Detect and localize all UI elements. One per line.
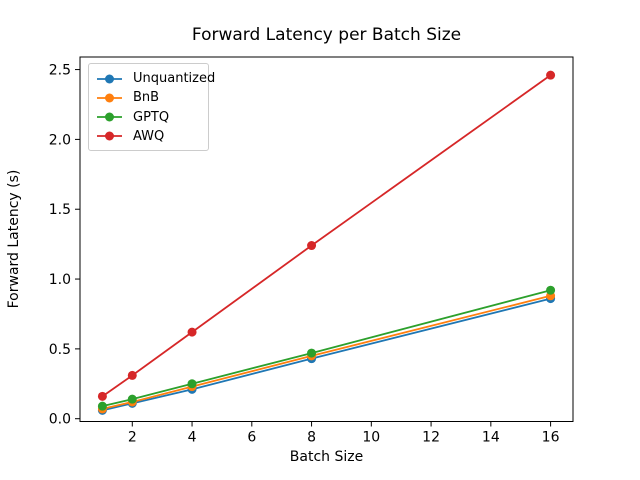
- legend-item-bnb: BnB: [96, 88, 204, 107]
- x-tick-label: 8: [307, 430, 316, 446]
- data-point-awq: [546, 70, 556, 80]
- data-point-gptq: [187, 379, 197, 389]
- y-tick-label: 2.5: [49, 63, 71, 79]
- x-tick-label: 12: [422, 430, 440, 446]
- legend-marker-awq: [97, 131, 122, 141]
- x-tick-label: 14: [482, 430, 500, 446]
- chart-title: Forward Latency per Batch Size: [191, 25, 462, 45]
- data-point-gptq: [546, 285, 556, 295]
- legend-item-unquantized: Unquantized: [96, 69, 215, 88]
- y-tick-label: 0.0: [49, 412, 71, 428]
- legend-item-awq: AWQ: [96, 127, 204, 146]
- series-line-bnb: [102, 294, 551, 410]
- legend-marker-gptq: [97, 112, 122, 122]
- x-tick-label: 10: [362, 430, 380, 446]
- data-point-awq: [187, 327, 197, 337]
- legend-label-gptq: GPTQ: [133, 109, 170, 125]
- legend-label-awq: AWQ: [133, 128, 165, 144]
- data-point-gptq: [127, 394, 137, 404]
- y-tick-label: 1.5: [49, 202, 71, 218]
- series-line-unquantized: [102, 297, 551, 412]
- data-point-awq: [307, 241, 317, 251]
- y-tick-label: 0.5: [49, 342, 71, 358]
- y-tick-label: 1.0: [49, 272, 71, 288]
- data-point-awq: [97, 391, 107, 401]
- axes-spines: [79, 56, 574, 422]
- data-point-gptq: [307, 348, 317, 358]
- x-tick-label: 16: [542, 430, 560, 446]
- legend-marker-bnb: [97, 93, 122, 103]
- x-tick-label: 2: [128, 430, 137, 446]
- y-tick-label: 2.0: [49, 132, 71, 148]
- legend: Unquantized BnB GPTQ AWQ: [88, 63, 215, 151]
- x-tick-label: 4: [188, 430, 197, 446]
- data-point-awq: [127, 370, 137, 380]
- legend-item-gptq: GPTQ: [96, 108, 204, 127]
- legend-label-bnb: BnB: [133, 90, 160, 106]
- x-axis-label: Batch Size: [289, 449, 364, 465]
- legend-label-unquantized: Unquantized: [133, 71, 216, 87]
- data-point-gptq: [97, 401, 107, 411]
- legend-marker-unquantized: [97, 74, 122, 84]
- x-tick-label: 6: [247, 430, 256, 446]
